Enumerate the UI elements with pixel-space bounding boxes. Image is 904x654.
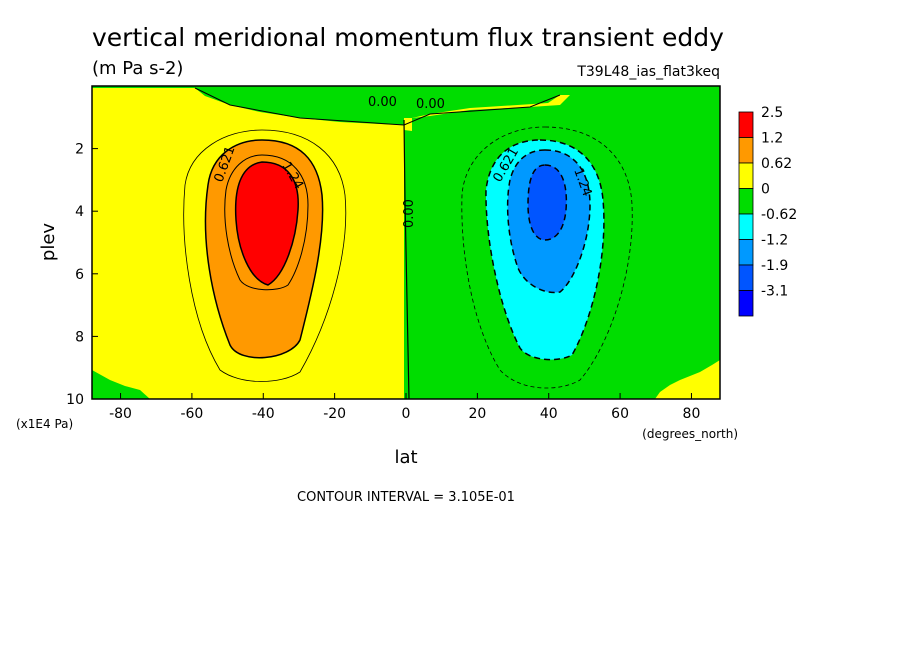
contour-label-3: 0.00 [368, 95, 397, 110]
legend-label: 0 [761, 182, 770, 198]
legend-label: -1.2 [761, 233, 788, 249]
zero-contour-top [194, 87, 561, 126]
legend-label: 2.5 [761, 105, 783, 121]
x-tick-label: 60 [611, 406, 629, 422]
contour-label-4: 0.00 [416, 97, 445, 112]
legend-label: -3.1 [761, 284, 788, 300]
x-tick-label: -40 [252, 406, 275, 422]
y-axis-ticks: 2 4 6 8 10 [66, 142, 98, 408]
legend-swatch [738, 162, 754, 189]
x-axis-label: lat [394, 447, 417, 468]
lobe-positive-core [234, 161, 299, 286]
run-label: T39L48_ias_flat3keq [576, 64, 720, 80]
y-tick-label: 2 [75, 142, 84, 158]
chart-title: vertical meridional momentum flux transi… [92, 23, 724, 52]
x-tick-label: -60 [180, 406, 203, 422]
lobe-negative-core [527, 164, 568, 241]
legend-swatch [738, 290, 754, 317]
y-tick-label: 6 [75, 267, 84, 283]
y-tick-label: 10 [66, 392, 84, 408]
x-tick-label: -20 [323, 406, 346, 422]
x-tick-label: 20 [468, 406, 486, 422]
x-axis-ticks: -80 -60 -40 -20 0 20 40 60 80 [109, 393, 700, 422]
contour-interval-text: CONTOUR INTERVAL = 3.105E-01 [297, 490, 515, 505]
x-tick-label: 0 [402, 406, 411, 422]
region-positive-southeast [670, 370, 720, 399]
x-axis-units: (degrees_north) [642, 427, 738, 441]
legend-swatch [738, 111, 754, 138]
legend-swatch [738, 264, 754, 291]
region-top-stripe [260, 87, 560, 92]
y-axis-units: (x1E4 Pa) [16, 417, 73, 431]
x-tick-label: -80 [109, 406, 132, 422]
zero-contour-equator [403, 119, 410, 400]
contour-positive-0621 [183, 129, 347, 382]
legend-swatch [738, 137, 754, 164]
colorbar-legend: 2.5 1.2 0.62 0 -0.62 -1.2 -1.9 -3.1 [738, 105, 797, 317]
region-negative-top [92, 86, 720, 125]
legend-label: 0.62 [761, 156, 792, 172]
contour-label-5: 0.00 [402, 199, 417, 228]
legend-swatch [738, 213, 754, 240]
y-tick-label: 4 [75, 204, 84, 220]
legend-swatch [738, 239, 754, 266]
contour-negative-0621 [461, 126, 633, 389]
legend-label: -1.9 [761, 258, 788, 274]
y-axis-label: plev [38, 223, 59, 262]
x-tick-label: 80 [683, 406, 701, 422]
region-negative-southwest [92, 370, 150, 399]
chart-subtitle: (m Pa s-2) [92, 58, 183, 79]
y-tick-label: 8 [75, 329, 84, 345]
x-tick-label: 40 [540, 406, 558, 422]
legend-swatch [738, 188, 754, 215]
plot-area: 0.621 1.24 0.00 0.00 0.00 0.621 1.24 [91, 85, 721, 400]
legend-label: 1.2 [761, 131, 783, 147]
legend-label: -0.62 [761, 207, 797, 223]
